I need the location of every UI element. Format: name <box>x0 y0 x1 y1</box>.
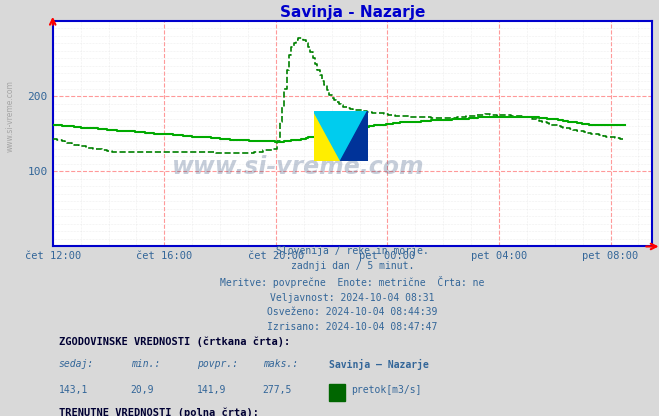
Text: 20,9: 20,9 <box>130 385 154 395</box>
Text: maks.:: maks.: <box>262 359 298 369</box>
Text: sedaj:: sedaj: <box>59 359 94 369</box>
Text: pretok[m3/s]: pretok[m3/s] <box>351 385 422 395</box>
Text: min.:: min.: <box>130 359 160 369</box>
Bar <box>329 384 345 401</box>
Text: 277,5: 277,5 <box>262 385 292 395</box>
Text: 141,9: 141,9 <box>196 385 226 395</box>
Text: www.si-vreme.com: www.si-vreme.com <box>5 81 14 152</box>
Text: ZGODOVINSKE VREDNOSTI (črtkana črta):: ZGODOVINSKE VREDNOSTI (črtkana črta): <box>59 337 290 347</box>
Title: Savinja - Nazarje: Savinja - Nazarje <box>280 5 425 20</box>
Text: Savinja – Nazarje: Savinja – Nazarje <box>329 359 428 370</box>
Text: povpr.:: povpr.: <box>196 359 238 369</box>
Text: 143,1: 143,1 <box>59 385 88 395</box>
Text: TRENUTNE VREDNOSTI (polna črta):: TRENUTNE VREDNOSTI (polna črta): <box>59 408 259 416</box>
Text: www.si-vreme.com: www.si-vreme.com <box>172 156 425 179</box>
Text: Slovenija / reke in morje.
zadnji dan / 5 minut.
Meritve: povprečne  Enote: metr: Slovenija / reke in morje. zadnji dan / … <box>220 246 485 332</box>
